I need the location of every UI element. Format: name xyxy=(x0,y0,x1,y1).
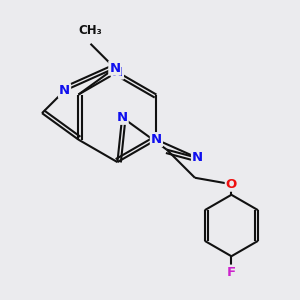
Text: F: F xyxy=(227,266,236,279)
Text: N: N xyxy=(112,66,123,79)
Text: O: O xyxy=(226,178,237,191)
Text: N: N xyxy=(151,133,162,146)
Text: N: N xyxy=(59,84,70,97)
Text: CH₃: CH₃ xyxy=(79,24,102,38)
Text: N: N xyxy=(117,111,128,124)
Text: N: N xyxy=(192,152,203,164)
Text: N: N xyxy=(109,61,120,75)
